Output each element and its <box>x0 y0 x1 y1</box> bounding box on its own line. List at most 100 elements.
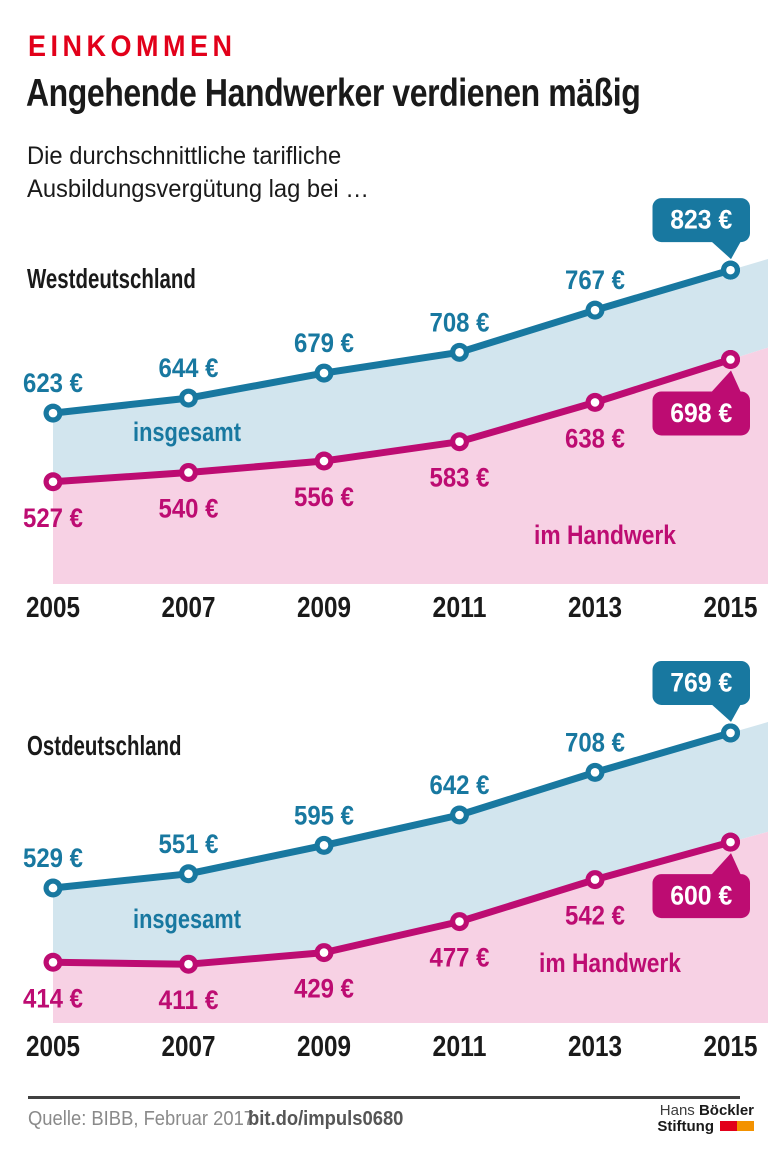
x-axis-label: 2015 <box>704 1031 758 1063</box>
value-label: 551 € <box>159 829 219 859</box>
data-point-hole <box>184 869 193 879</box>
data-point-hole <box>319 368 329 378</box>
value-label: 595 € <box>294 800 354 830</box>
data-point-hole <box>590 398 600 407</box>
callout-box <box>652 391 750 436</box>
ost-series-label-1: im Handwerk <box>539 948 682 978</box>
data-point-hole <box>455 437 464 447</box>
value-label: 583 € <box>430 463 490 493</box>
data-point-hole <box>48 477 58 487</box>
chart-title-ost: Ostdeutschland <box>27 730 182 761</box>
callout-box <box>652 198 750 243</box>
page-title: Angehende Handwerker verdienen mäßig <box>26 72 768 116</box>
data-point-hole <box>455 348 464 357</box>
ost-area-im-handwerk <box>53 831 768 1023</box>
data-point-hole <box>184 959 193 969</box>
callout-value: 600 € <box>670 881 732 911</box>
hans-boeckler-stiftung-logo: Hans Böckler Stiftung <box>657 1103 754 1135</box>
value-label: 556 € <box>294 482 354 512</box>
logo-word-boeckler: Böckler <box>698 1102 754 1119</box>
source-text: Quelle: BIBB, Februar 2017 <box>28 1108 255 1130</box>
west-callout-im-handwerk: 698 € <box>652 349 750 436</box>
west-callout-insgesamt: 823 € <box>652 198 750 280</box>
logo-flag-red-icon <box>720 1121 737 1131</box>
value-label: 623 € <box>23 368 83 398</box>
data-point-hole <box>590 875 600 884</box>
value-label: 429 € <box>294 974 354 1004</box>
x-axis-label: 2013 <box>568 1031 622 1063</box>
ost-callout-im-handwerk: 600 € <box>652 832 750 919</box>
data-point-hole <box>319 841 329 850</box>
value-label: 414 € <box>23 983 83 1013</box>
data-point-hole <box>590 305 600 315</box>
data-point-hole <box>319 948 329 957</box>
data-point-hole <box>726 837 735 847</box>
data-point-hole <box>319 456 329 466</box>
value-label: 708 € <box>565 727 625 757</box>
subtitle-line-1: Die durchschnittliche tarifliche <box>27 142 342 170</box>
value-label: 642 € <box>430 770 490 800</box>
callout-tail <box>711 370 741 393</box>
ost-area-insgesamt <box>53 722 768 965</box>
callout-tail <box>711 241 741 260</box>
callout-tail <box>711 703 741 722</box>
value-label: 767 € <box>565 265 625 295</box>
data-point-hole <box>455 810 464 820</box>
callout-box <box>652 660 750 705</box>
data-point-hole <box>455 917 464 926</box>
value-label: 477 € <box>430 943 490 973</box>
chart-ost: 529 € 551 € 595 € 642 € 708 € 769 € insgesamt 4… <box>23 660 768 1063</box>
data-point-hole <box>48 408 58 418</box>
data-point-hole <box>184 468 193 477</box>
subtitle-line-2: Ausbildungsvergütung lag bei … <box>27 175 369 203</box>
callout-value: 698 € <box>670 398 732 428</box>
value-label: 542 € <box>565 901 625 931</box>
west-line-1 <box>49 356 734 486</box>
value-label: 411 € <box>159 985 219 1015</box>
x-axis-label: 2007 <box>162 592 216 624</box>
x-axis-label: 2009 <box>297 1031 351 1063</box>
short-link[interactable]: bit.do/impuls0680 <box>248 1108 404 1130</box>
callout-box <box>652 874 750 919</box>
data-point-hole <box>590 768 600 777</box>
logo-line-1: Hans Böckler <box>657 1103 754 1119</box>
ost-callout-insgesamt: 769 € <box>652 660 750 743</box>
x-axis-label: 2013 <box>568 592 622 624</box>
value-label: 540 € <box>159 493 219 523</box>
x-axis-label: 2007 <box>162 1031 216 1063</box>
callout-tail <box>711 853 741 876</box>
x-axis-label: 2005 <box>26 1031 80 1063</box>
value-label: 529 € <box>23 843 83 873</box>
logo-word-hans: Hans <box>659 1102 695 1119</box>
page-title-text: Angehende Handwerker verdienen mäßig <box>26 72 641 115</box>
x-axis-label: 2009 <box>297 592 351 624</box>
data-point-hole <box>48 957 58 967</box>
x-axis-label: 2005 <box>26 592 80 624</box>
x-axis-label: 2015 <box>704 592 758 624</box>
value-label: 527 € <box>23 503 83 533</box>
data-point-hole <box>726 728 735 738</box>
value-label: 644 € <box>159 353 219 383</box>
subtitle: Die durchschnittliche tarifliche Ausbild… <box>27 140 387 206</box>
logo-flag-orange-icon <box>737 1121 754 1131</box>
logo-word-stiftung: Stiftung <box>657 1118 714 1135</box>
x-axis-label: 2011 <box>433 592 487 624</box>
west-line-0 <box>49 266 734 417</box>
west-series-label-1: im Handwerk <box>534 520 677 550</box>
data-point-hole <box>184 393 193 403</box>
value-label: 679 € <box>294 328 354 358</box>
value-label: 708 € <box>430 307 490 337</box>
data-point-hole <box>726 355 735 364</box>
x-axis-label: 2011 <box>433 1031 487 1063</box>
value-label: 638 € <box>565 423 625 453</box>
callout-value: 769 € <box>670 667 732 697</box>
footer-divider <box>28 1096 740 1099</box>
logo-line-2: Stiftung <box>657 1119 754 1135</box>
kicker-label: EINKOMMEN <box>28 30 237 63</box>
ost-line-1 <box>49 838 734 968</box>
ost-series-label-0: insgesamt <box>133 904 241 934</box>
callout-value: 823 € <box>670 205 732 235</box>
data-point-hole <box>48 883 58 893</box>
